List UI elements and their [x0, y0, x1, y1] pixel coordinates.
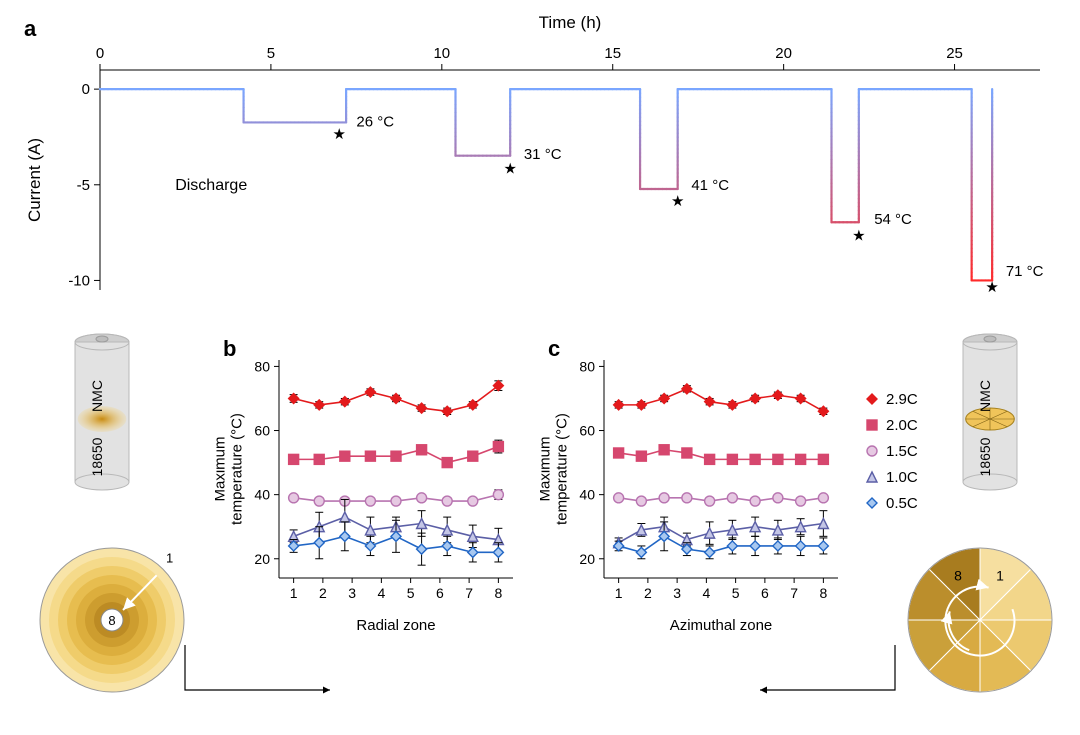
panel-b-xtick: 8: [494, 585, 502, 601]
temperature-annotation: 71 °C: [1006, 263, 1044, 280]
panel-a-xtick: 10: [433, 45, 450, 62]
panel-c-svg: 1 2 3 4 5 6 7 8 20 40 60 80 Maximumtemperature (°C) A…: [540, 340, 850, 640]
temperature-star-icon: ★: [671, 193, 684, 210]
radial-disc-outer-label: 1: [166, 550, 173, 565]
panel-b-xtick: 6: [436, 585, 444, 601]
panel-a-xtick: 5: [267, 45, 275, 62]
panel-b-svg: 1234567820406080Maximumtemperature (°C)R…: [215, 340, 525, 640]
cylinder-label-nmc: NMC: [89, 380, 105, 412]
panel-c-ylabel: temperature (°C): [554, 413, 571, 525]
temperature-star-icon: ★: [985, 279, 998, 296]
panel-c-ytick: 60: [579, 423, 595, 439]
panel-a-xtick: 20: [775, 45, 792, 62]
panel-a-ylabel: Current (A): [25, 138, 44, 222]
panel-c-xtick: 8: [819, 585, 827, 601]
panel-b-xtick: 5: [407, 585, 415, 601]
panel-b-xtick: 2: [319, 585, 327, 601]
panel-c-ytick: 80: [579, 358, 595, 374]
panel-a-xtick: 25: [946, 45, 963, 62]
panel-b-ytick: 60: [254, 423, 270, 439]
panel-c-series-line: [619, 524, 824, 543]
temperature-annotation: 54 °C: [874, 211, 912, 228]
panel-b-label: b: [223, 340, 236, 361]
panel-b-ytick: 20: [254, 551, 270, 567]
left-illustration: NMC 18650 8 1: [12, 330, 222, 730]
panel-c-xtick: 5: [732, 585, 740, 601]
panel-c-xtick: 7: [790, 585, 798, 601]
panel-a-ytick: -10: [68, 272, 90, 289]
panel-a-xlabel: Time (h): [539, 13, 602, 32]
panel-b-xtick: 3: [348, 585, 356, 601]
panel-b-ytick: 40: [254, 487, 270, 503]
panel-c-series-line: [619, 536, 824, 552]
panel-c-xlabel: Azimuthal zone: [670, 617, 773, 634]
temperature-star-icon: ★: [852, 228, 865, 245]
temperature-annotation: 41 °C: [691, 177, 729, 194]
cylinder-label-nmc: NMC: [977, 380, 993, 412]
panel-c-label: c: [548, 340, 560, 361]
cylinder-label-18650: 18650: [977, 437, 993, 476]
figure-root: aTime (h)Current (A)05101520250-5-10★26 …: [0, 0, 1080, 735]
radial-disc-inner-label: 8: [108, 613, 115, 628]
panel-c-ylabel: Maximum: [540, 436, 554, 501]
azimuth-disc-label-8: 8: [954, 567, 962, 583]
panel-a-xtick: 0: [96, 45, 104, 62]
panel-c-xtick: 3: [673, 585, 681, 601]
right-illustration: NMC 18650 1 8: [870, 330, 1080, 730]
panel-a-ytick: 0: [82, 81, 90, 98]
panel-a-ytick: -5: [77, 177, 90, 194]
temperature-annotation: 26 °C: [356, 114, 394, 131]
azimuth-disc-label-1: 1: [996, 567, 1004, 583]
panel-c-series-line: [619, 498, 824, 501]
panel-c-series-line: [619, 450, 824, 460]
panel-c-xtick: 4: [702, 585, 710, 601]
temperature-star-icon: ★: [333, 126, 346, 143]
panel-c-xtick: 1: [615, 585, 623, 601]
panel-c-xtick: 6: [761, 585, 769, 601]
panel-b-xlabel: Radial zone: [356, 617, 435, 634]
panel-c-xtick: 2: [644, 585, 652, 601]
panel-b-xtick: 7: [465, 585, 473, 601]
discharge-label: Discharge: [175, 177, 247, 194]
panel-a-label: a: [24, 16, 37, 41]
panel-a-svg: a Time (h) Current (A) 0 5 10 15 20 25 0 -5 -10 ★ 26 …: [0, 0, 1080, 310]
panel-c-series-line: [619, 389, 824, 411]
temperature-star-icon: ★: [503, 161, 516, 178]
panel-c-ytick: 40: [579, 487, 595, 503]
panel-a-xtick: 15: [604, 45, 621, 62]
temperature-annotation: 31 °C: [524, 146, 562, 163]
cylinder-label-18650: 18650: [89, 437, 105, 476]
panel-b-xtick: 1: [290, 585, 298, 601]
panel-b-ytick: 80: [254, 358, 270, 374]
panel-c-ytick: 20: [579, 551, 595, 567]
panel-b-xtick: 4: [377, 585, 385, 601]
panel-b-ylabel: temperature (°C): [229, 413, 246, 525]
